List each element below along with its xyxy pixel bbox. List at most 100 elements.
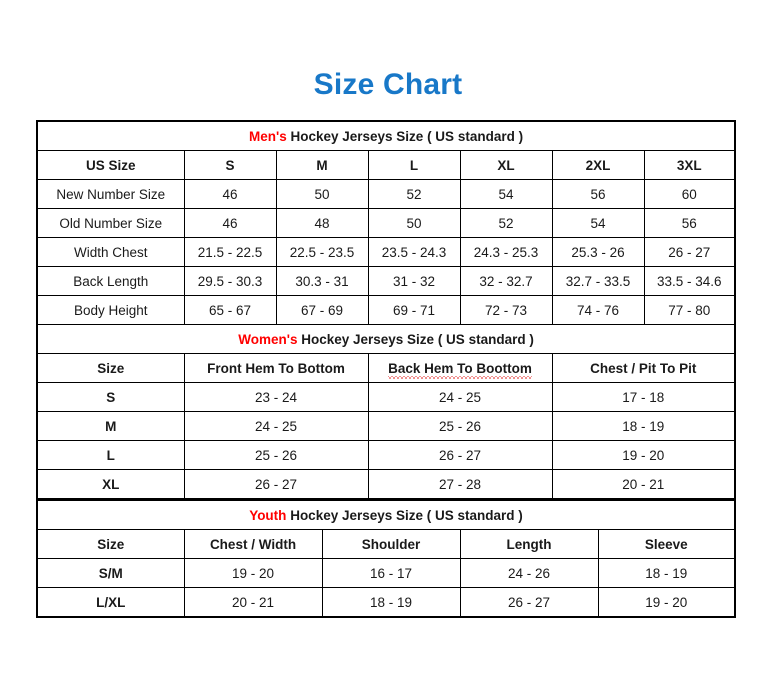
- womens-row-label-3: XL: [36, 469, 185, 500]
- mens-cell-4-4: 74 - 76: [551, 295, 645, 325]
- mens-heading-rest: Hockey Jerseys Size ( US standard ): [286, 128, 524, 144]
- womens-cell-1-2: 18 - 19: [551, 411, 736, 441]
- mens-cell-3-3: 32 - 32.7: [459, 266, 553, 296]
- womens-cell-0-2: 17 - 18: [551, 382, 736, 412]
- youth-size-table: Youth Hockey Jerseys Size ( US standard …: [36, 500, 736, 618]
- table-row: Back Length 29.5 - 30.3 30.3 - 31 31 - 3…: [36, 266, 736, 296]
- mens-row-label-0: New Number Size: [36, 179, 185, 209]
- womens-heading-accent: Women's: [238, 331, 298, 347]
- table-row: Body Height 65 - 67 67 - 69 69 - 71 72 -…: [36, 295, 736, 325]
- mens-cell-4-2: 69 - 71: [367, 295, 461, 325]
- mens-cell-0-1: 50: [275, 179, 369, 209]
- mens-row-label-2: Width Chest: [36, 237, 185, 267]
- mens-cell-3-4: 32.7 - 33.5: [551, 266, 645, 296]
- womens-cell-1-1: 25 - 26: [367, 411, 553, 441]
- table-row: Width Chest 21.5 - 22.5 22.5 - 23.5 23.5…: [36, 237, 736, 267]
- mens-cell-2-2: 23.5 - 24.3: [367, 237, 461, 267]
- size-chart-tables: Men's Hockey Jerseys Size ( US standard …: [36, 120, 737, 618]
- mens-cell-1-0: 46: [183, 208, 277, 238]
- table-row: L 25 - 26 26 - 27 19 - 20: [36, 440, 736, 470]
- mens-cell-0-2: 52: [367, 179, 461, 209]
- table-row: M 24 - 25 25 - 26 18 - 19: [36, 411, 736, 441]
- youth-cell-1-2: 26 - 27: [459, 587, 599, 618]
- mens-col-head-6: 3XL: [643, 150, 736, 180]
- mens-heading-accent: Men's: [249, 128, 287, 144]
- youth-heading-accent: Youth: [249, 507, 287, 523]
- mens-cell-4-1: 67 - 69: [275, 295, 369, 325]
- youth-section-header-row: Youth Hockey Jerseys Size ( US standard …: [36, 500, 736, 530]
- womens-row-label-0: S: [36, 382, 185, 412]
- womens-cell-2-0: 25 - 26: [183, 440, 369, 470]
- youth-col-head-3: Length: [459, 529, 599, 559]
- mens-cell-4-3: 72 - 73: [459, 295, 553, 325]
- mens-section-header-row: Men's Hockey Jerseys Size ( US standard …: [36, 120, 736, 151]
- youth-section-heading: Youth Hockey Jerseys Size ( US standard …: [36, 500, 736, 530]
- mens-cell-2-1: 22.5 - 23.5: [275, 237, 369, 267]
- mens-cell-4-0: 65 - 67: [183, 295, 277, 325]
- womens-cell-2-2: 19 - 20: [551, 440, 736, 470]
- womens-cell-3-1: 27 - 28: [367, 469, 553, 500]
- table-row: Old Number Size 46 48 50 52 54 56: [36, 208, 736, 238]
- youth-col-head-0: Size: [36, 529, 185, 559]
- table-row: XL 26 - 27 27 - 28 20 - 21: [36, 469, 736, 500]
- page-title: Size Chart: [313, 68, 463, 101]
- table-row: S/M 19 - 20 16 - 17 24 - 26 18 - 19: [36, 558, 736, 588]
- mens-cell-3-5: 33.5 - 34.6: [643, 266, 736, 296]
- table-row: New Number Size 46 50 52 54 56 60: [36, 179, 736, 209]
- mens-col-head-4: XL: [459, 150, 553, 180]
- womens-row-label-2: L: [36, 440, 185, 470]
- mens-row-label-3: Back Length: [36, 266, 185, 296]
- womens-cell-2-1: 26 - 27: [367, 440, 553, 470]
- mens-cell-3-2: 31 - 32: [367, 266, 461, 296]
- mens-col-head-5: 2XL: [551, 150, 645, 180]
- youth-col-head-1: Chest / Width: [183, 529, 323, 559]
- mens-cell-3-1: 30.3 - 31: [275, 266, 369, 296]
- mens-cell-1-3: 52: [459, 208, 553, 238]
- womens-column-header-row: Size Front Hem To Bottom Back Hem To Boo…: [36, 353, 736, 383]
- mens-cell-1-2: 50: [367, 208, 461, 238]
- youth-row-label-1: L/XL: [36, 587, 185, 618]
- mens-col-head-1: S: [183, 150, 277, 180]
- mens-row-label-1: Old Number Size: [36, 208, 185, 238]
- youth-cell-1-1: 18 - 19: [321, 587, 461, 618]
- womens-section-header-row: Women's Hockey Jerseys Size ( US standar…: [36, 324, 736, 354]
- womens-cell-0-1: 24 - 25: [367, 382, 553, 412]
- womens-heading-rest: Hockey Jerseys Size ( US standard ): [297, 331, 534, 347]
- mens-col-head-2: M: [275, 150, 369, 180]
- table-row: L/XL 20 - 21 18 - 19 26 - 27 19 - 20: [36, 587, 736, 618]
- mens-cell-1-5: 56: [643, 208, 736, 238]
- youth-cell-0-0: 19 - 20: [183, 558, 323, 588]
- youth-cell-0-3: 18 - 19: [597, 558, 736, 588]
- mens-cell-2-3: 24.3 - 25.3: [459, 237, 553, 267]
- mens-cell-1-4: 54: [551, 208, 645, 238]
- womens-cell-0-0: 23 - 24: [183, 382, 369, 412]
- mens-cell-2-4: 25.3 - 26: [551, 237, 645, 267]
- youth-col-head-2: Shoulder: [321, 529, 461, 559]
- mens-cell-4-5: 77 - 80: [643, 295, 736, 325]
- mens-cell-0-5: 60: [643, 179, 736, 209]
- womens-col-head-2: Back Hem To Boottom: [367, 353, 553, 383]
- youth-cell-1-0: 20 - 21: [183, 587, 323, 618]
- mens-section-heading: Men's Hockey Jerseys Size ( US standard …: [36, 120, 736, 151]
- womens-col-head-3: Chest / Pit To Pit: [551, 353, 736, 383]
- mens-size-table: Men's Hockey Jerseys Size ( US standard …: [36, 120, 737, 500]
- womens-cell-3-2: 20 - 21: [551, 469, 736, 500]
- womens-col-head-0: Size: [36, 353, 185, 383]
- table-row: S 23 - 24 24 - 25 17 - 18: [36, 382, 736, 412]
- youth-cell-1-3: 19 - 20: [597, 587, 736, 618]
- womens-cell-1-0: 24 - 25: [183, 411, 369, 441]
- womens-cell-3-0: 26 - 27: [183, 469, 369, 500]
- womens-col-head-1: Front Hem To Bottom: [183, 353, 369, 383]
- mens-row-label-4: Body Height: [36, 295, 185, 325]
- womens-col-head-2-text: Back Hem To Boottom: [388, 360, 532, 379]
- mens-column-header-row: US Size S M L XL 2XL 3XL: [36, 150, 736, 180]
- mens-col-head-0: US Size: [36, 150, 185, 180]
- youth-cell-0-2: 24 - 26: [459, 558, 599, 588]
- womens-section-heading: Women's Hockey Jerseys Size ( US standar…: [36, 324, 736, 354]
- mens-cell-1-1: 48: [275, 208, 369, 238]
- mens-col-head-3: L: [367, 150, 461, 180]
- youth-heading-rest: Hockey Jerseys Size ( US standard ): [286, 507, 523, 523]
- mens-cell-0-0: 46: [183, 179, 277, 209]
- youth-col-head-4: Sleeve: [597, 529, 736, 559]
